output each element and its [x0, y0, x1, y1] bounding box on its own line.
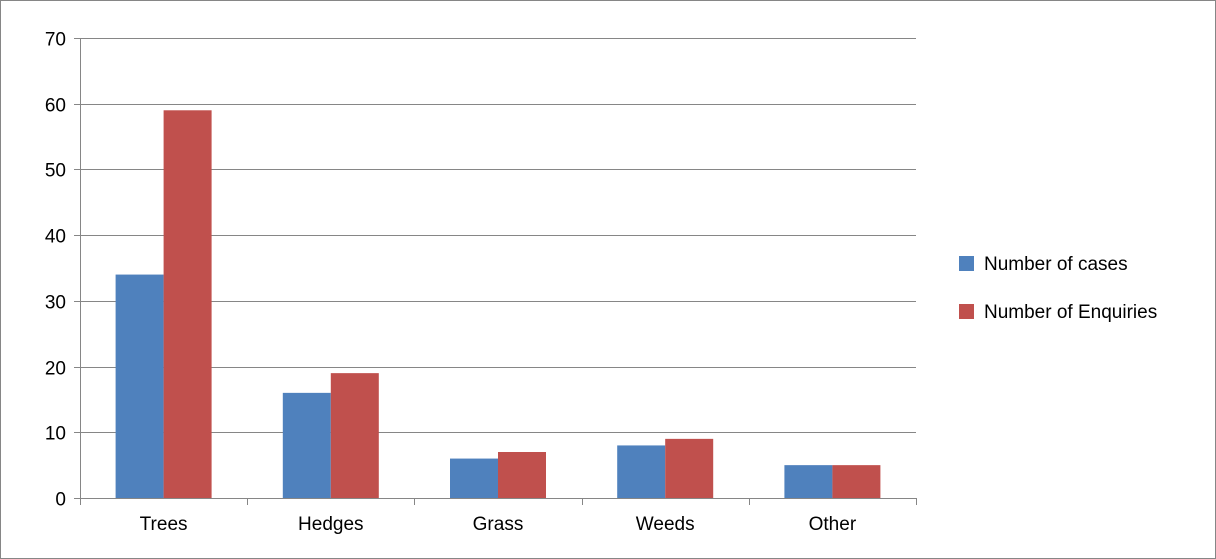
y-tick-label: 10: [45, 424, 66, 445]
bar-hedges-series-1: [282, 392, 331, 498]
x-category-label: Hedges: [298, 514, 364, 535]
bar-other-series-1: [784, 465, 833, 498]
bar-grass-series-1: [450, 458, 498, 498]
y-tick-label: 40: [45, 227, 66, 248]
bar-weeds-series-1: [617, 445, 666, 498]
bar-other-series-2: [832, 465, 881, 498]
legend-swatch: [959, 256, 974, 271]
y-tick-label: 60: [45, 96, 66, 117]
bar-hedges-series-2: [330, 373, 379, 498]
legend-label: Number of Enquiries: [984, 302, 1157, 323]
gridlines: [80, 38, 916, 433]
legend-label: Number of cases: [984, 254, 1128, 275]
axes: [74, 38, 917, 505]
y-tick-label: 50: [45, 161, 66, 182]
y-tick-labels: 0 10 20 30 40 50 60 70: [45, 30, 66, 511]
legend: Number of cases Number of Enquiries: [959, 254, 1157, 323]
x-category-label: Grass: [473, 514, 524, 535]
y-tick-label: 70: [45, 30, 66, 51]
bar-grass-series-2: [498, 452, 546, 498]
y-tick-label: 0: [55, 490, 66, 511]
x-category-label: Trees: [140, 514, 188, 535]
bar-trees-series-2: [163, 110, 212, 499]
x-category-labels: Trees Hedges Grass Weeds Other: [140, 514, 857, 535]
x-category-label: Weeds: [636, 514, 695, 535]
y-tick-label: 20: [45, 359, 66, 380]
y-tick-label: 30: [45, 293, 66, 314]
x-category-label: Other: [809, 514, 857, 535]
legend-swatch: [959, 304, 974, 319]
bar-weeds-series-2: [665, 438, 714, 498]
bar-trees-series-1: [115, 274, 164, 498]
bars: [115, 110, 881, 499]
